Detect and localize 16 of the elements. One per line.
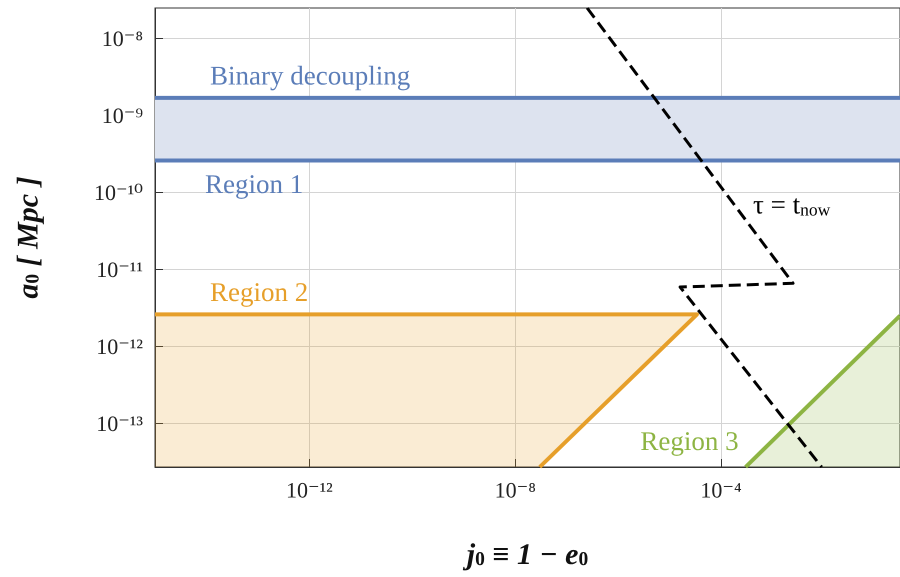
y-tick-label: 10⁻¹⁰ (94, 180, 144, 205)
y-tick-label: 10⁻⁹ (102, 103, 144, 128)
y-tick-label: 10⁻⁸ (102, 26, 143, 52)
x-tick-label: 10⁻⁴ (700, 478, 742, 502)
series-label: τ = tnow (753, 190, 831, 220)
y-axis-title: a0 [ Mpc ] (11, 176, 44, 299)
series-label: Region 2 (210, 276, 308, 307)
x-tick-label: 10⁻⁸ (494, 478, 536, 502)
ref-line-label: Binary decoupling (210, 60, 410, 90)
y-tick-label: 10⁻¹² (96, 334, 144, 359)
series-label: Region 3 (640, 426, 739, 456)
x-tick-label: 10⁻¹² (286, 478, 334, 502)
y-tick-label: 10⁻¹¹ (96, 256, 143, 282)
x-axis-title: j0 ≡ 1 − e0 (462, 538, 588, 571)
band-label: Region 1 (205, 169, 304, 200)
y-tick-label: 10⁻¹³ (96, 410, 144, 436)
